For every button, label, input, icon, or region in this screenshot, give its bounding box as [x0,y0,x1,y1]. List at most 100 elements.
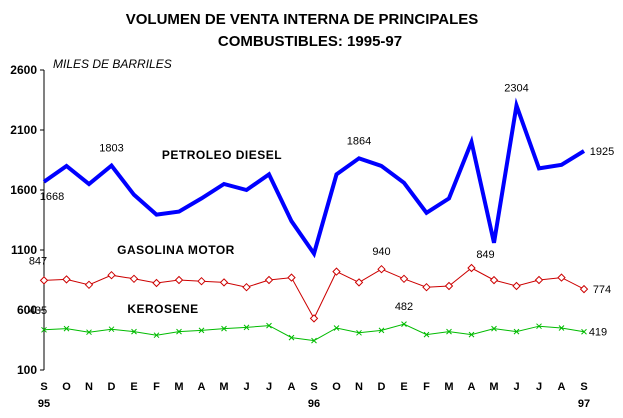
y-axis-ticks: 2600 2100 1600 1100 600 100 [10,63,44,377]
x-year-label: 95 [38,398,50,410]
series-kerosene: 435 482 419 KEROSENE [29,301,607,344]
data-label-gasolina-motor: 847 [29,255,47,267]
x-tick-label: M [444,381,453,393]
data-point-gasolina-motor [129,274,139,284]
x-tick-label: J [243,381,249,393]
x-tick-label: F [153,381,160,393]
data-point-gasolina-motor [489,275,499,285]
data-point-kerosene [153,332,160,339]
data-point-gasolina-motor [84,280,94,290]
chart-subtitle: COMBUSTIBLES: 1995-97 [218,33,402,50]
series-name-kerosene: KEROSENE [127,302,198,316]
data-point-kerosene [41,326,47,333]
data-point-kerosene [378,327,385,334]
x-tick-label: J [513,381,519,393]
x-tick-label: F [423,381,430,393]
data-point-gasolina-motor [287,273,296,282]
x-tick-label: M [219,381,228,393]
x-tick-label: S [310,381,317,393]
unit-label: MILES DE BARRILES [53,57,172,71]
x-tick-label: A [288,381,296,393]
data-point-kerosene [401,321,407,328]
x-tick-label: D [378,381,386,393]
data-point-gasolina-motor [512,281,521,291]
data-point-kerosene [558,325,565,331]
series-petroleo-diesel: 1668 1803 1864 2304 1925 PETROLEO DIESEL [40,83,614,259]
data-point-gasolina-motor [354,278,364,287]
data-point-gasolina-motor [444,281,454,291]
data-point-kerosene [108,326,115,333]
x-tick-label: O [332,381,341,393]
data-point-kerosene [288,334,295,341]
data-point-kerosene [513,328,520,335]
series-name-gasolina-motor: GASOLINA MOTOR [117,243,235,257]
x-tick-label: J [536,381,542,393]
chart-title: VOLUMEN DE VENTA INTERNA DE PRINCIPALES [126,11,479,28]
x-tick-label: J [266,381,272,393]
x-tick-label: A [468,381,476,393]
data-label-petroleo-diesel: 1864 [347,135,371,147]
data-point-kerosene [198,327,205,334]
series-name-petroleo-diesel: PETROLEO DIESEL [162,148,282,162]
data-label-gasolina-motor: 849 [476,249,494,261]
data-point-gasolina-motor [107,270,116,280]
data-point-gasolina-motor [219,278,229,287]
data-point-kerosene [356,329,362,336]
data-point-kerosene [536,323,542,330]
data-label-petroleo-diesel: 2304 [504,83,528,95]
data-point-kerosene [333,325,340,331]
x-tick-label: N [85,381,93,393]
data-point-gasolina-motor [197,276,206,286]
x-tick-label: M [174,381,183,393]
data-point-kerosene [266,322,272,329]
data-point-gasolina-motor [377,264,386,274]
data-point-kerosene [176,328,182,335]
x-year-label: 97 [578,398,590,410]
data-label-gasolina-motor: 774 [593,284,611,296]
data-point-gasolina-motor [62,275,71,284]
x-tick-label: N [355,381,363,393]
data-point-kerosene [86,329,92,336]
y-tick-label: 2600 [10,63,37,77]
series-line-gasolina-motor [43,267,585,320]
data-point-kerosene [581,328,587,335]
x-tick-label: S [580,381,587,393]
series-line-petroleo-diesel [42,97,586,259]
data-point-gasolina-motor [399,274,409,284]
x-year-label: 96 [308,398,320,410]
series-group: 1668 1803 1864 2304 1925 PETROLEO DIESEL 847 94… [29,83,614,344]
data-point-gasolina-motor [152,278,161,288]
x-tick-label: E [400,381,407,393]
data-point-gasolina-motor [309,314,319,323]
data-point-kerosene [311,337,317,344]
data-point-gasolina-motor [534,275,544,285]
data-point-kerosene [243,324,250,331]
data-point-gasolina-motor [264,275,274,285]
series-gasolina-motor: 847 940 849 774 GASOLINA MOTOR [29,243,611,323]
data-point-gasolina-motor [557,273,566,282]
data-point-kerosene [221,325,227,332]
data-label-petroleo-diesel: 1668 [40,191,64,203]
y-tick-label: 1600 [10,183,37,197]
y-tick-label: 100 [17,363,37,377]
x-axis-ticks: S O N D E F M A M J J A S O N D E F M A M J J A S 95 96 97 [38,381,590,410]
x-tick-label: S [40,381,47,393]
data-label-kerosene: 482 [395,301,413,313]
y-tick-label: 600 [17,303,37,317]
data-point-kerosene [131,328,137,335]
data-point-gasolina-motor [579,284,589,294]
data-point-kerosene [446,328,452,335]
data-point-kerosene [423,331,430,338]
data-label-petroleo-diesel: 1803 [99,143,123,155]
x-tick-label: O [62,381,71,393]
data-label-petroleo-diesel: 1925 [590,146,614,158]
data-point-gasolina-motor [242,282,251,292]
data-point-kerosene [491,325,497,332]
y-tick-label: 1100 [11,243,37,257]
data-label-kerosene: 435 [29,305,47,317]
data-point-kerosene [468,331,475,338]
series-line-kerosene [43,323,585,342]
x-tick-label: D [108,381,116,393]
data-point-gasolina-motor [467,263,476,273]
